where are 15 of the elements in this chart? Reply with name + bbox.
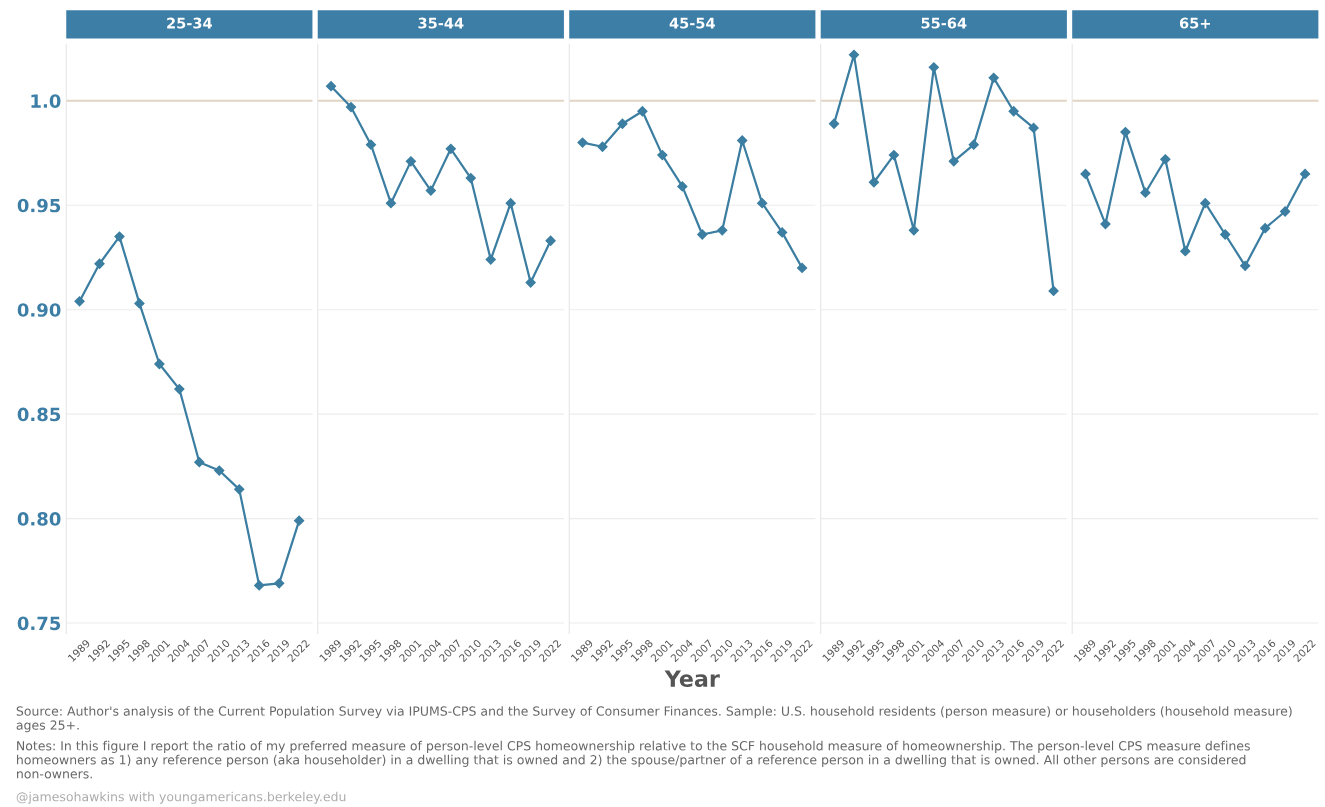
y-tick-label: 0.75 [17,616,61,631]
y-tick-label: 1.0 [31,94,61,108]
text: Notes: In this figure I report the ratio of my preferred measure of person-level CPS homeownership relative to the SCF household measure of homeownership. The person-level CPS measure defines homeowners as 1) any reference person (aka householder) in a dwelling that is owned and 2) the spouse/partner of a reference person in a dwelling that is owned. All other persons are considered non-owners. [17,740,1250,779]
text: @jamesohawkins with youngamericans.berkeley.edu [16,791,346,804]
x-axis-title: Year [664,670,720,687]
y-tick-label: 0.85 [17,407,61,422]
chart-title: 55-64 [921,17,967,29]
chart-title: 45-54 [669,17,715,29]
chart-title: 25-34 [167,17,212,29]
source-note: Source: Author's analysis of the Current Population Survey via IPUMS-CPS and the Survey of Consumer Finances. Sample: U.S. household residents (person measure) or householders (household measure) ages 25+. [16,706,1292,733]
chart-title: 35-44 [418,17,464,29]
y-tick-label: 0.95 [17,198,61,213]
chart-title: 65+ [1179,17,1210,29]
y-tick-label: 0.90 [17,303,61,317]
y-tick-label: 0.80 [17,512,61,526]
